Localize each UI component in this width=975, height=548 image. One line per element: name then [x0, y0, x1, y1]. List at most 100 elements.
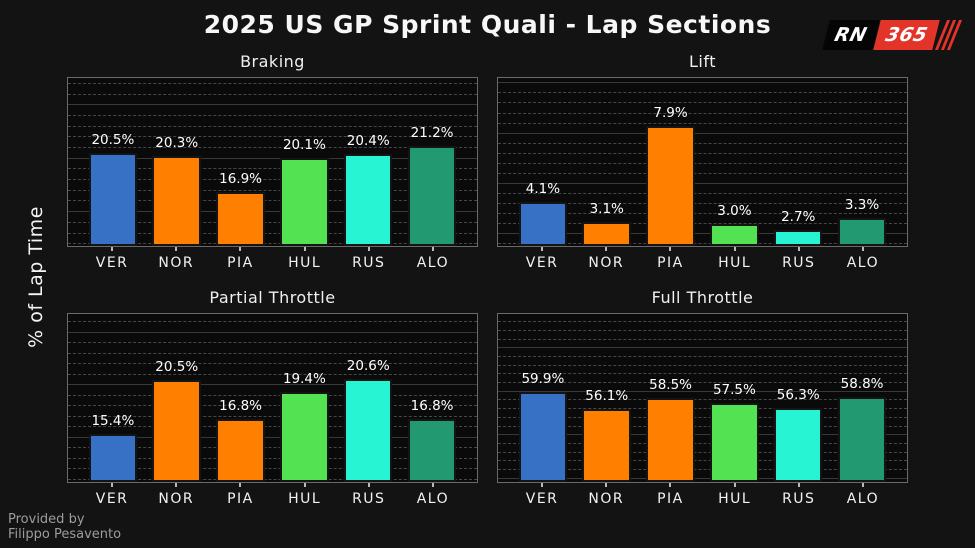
x-tick [367, 247, 370, 251]
bar-slot-pia: 16.9% [209, 78, 273, 246]
x-tick [175, 247, 178, 251]
minor-gridline [68, 415, 477, 417]
minor-gridline [68, 136, 477, 138]
driver-label-ver: VER [525, 491, 559, 507]
major-gridline [68, 104, 477, 106]
major-gridline [498, 434, 907, 436]
major-gridline [498, 347, 907, 349]
minor-gridline [498, 112, 907, 114]
x-tick [111, 483, 114, 487]
plot-area: 20.5% 20.3% 16.9% 20.1% 20.4% 21.2% [67, 77, 478, 247]
driver-label-nor: NOR [588, 255, 625, 271]
x-tick [541, 483, 544, 487]
driver-label-ver: VER [95, 491, 129, 507]
minor-gridline [68, 147, 477, 149]
bar-ver [518, 201, 568, 246]
minor-gridline [498, 451, 907, 453]
bar-rus [773, 229, 823, 246]
x-tick-slot [510, 483, 574, 488]
minor-gridline [68, 82, 477, 84]
x-tick [303, 483, 306, 487]
value-label-alo: 21.2% [410, 124, 454, 141]
minor-gridline [498, 408, 907, 410]
x-tick [111, 247, 114, 251]
value-label-rus: 20.4% [346, 133, 390, 150]
bar-slot-alo: 3.3% [830, 78, 894, 246]
bar-slot-rus: 2.7% [766, 78, 830, 246]
x-tick [431, 247, 434, 251]
bar-slot-ver: 4.1% [511, 78, 575, 246]
driver-label-rus: RUS [782, 255, 816, 271]
x-tick-slot [401, 483, 465, 488]
bar-slot-alo: 16.8% [400, 314, 464, 482]
driver-label-alo: ALO [416, 255, 450, 271]
value-label-hul: 19.4% [282, 370, 326, 387]
driver-label-ver: VER [525, 255, 559, 271]
minor-gridline [68, 405, 477, 407]
minor-gridline [498, 425, 907, 427]
x-tick [669, 247, 672, 251]
credit-text: Provided by Filippo Pesavento [8, 512, 121, 543]
x-tick-slot [767, 483, 831, 488]
minor-gridline [68, 363, 477, 365]
bar-alo [407, 145, 457, 246]
bar-slot-ver: 59.9% [511, 314, 575, 482]
value-label-rus: 2.7% [781, 208, 816, 225]
value-label-rus: 56.3% [776, 386, 820, 403]
x-tick-slot [80, 247, 144, 252]
x-tick [367, 483, 370, 487]
bar-alo [837, 217, 887, 246]
minor-gridline [498, 416, 907, 418]
minor-gridline [498, 382, 907, 384]
rn365-logo: RN 365 [822, 20, 963, 50]
driver-label-pia: PIA [657, 491, 684, 507]
x-labels-row: VER NOR PIA HUL RUS ALO [497, 255, 908, 271]
bar-slot-pia: 16.8% [209, 314, 273, 482]
value-label-alo: 58.8% [840, 376, 884, 392]
bars-container: 59.9% 56.1% 58.5% 57.5% 56.3% 58.8% [498, 314, 907, 482]
plot-area: 4.1% 3.1% 7.9% 3.0% 2.7% 3.3% [497, 77, 908, 247]
major-gridline [68, 211, 477, 213]
value-label-hul: 3.0% [717, 202, 752, 219]
bar-slot-rus: 20.4% [336, 78, 400, 246]
bar-hul [280, 391, 329, 482]
bars-container: 4.1% 3.1% 7.9% 3.0% 2.7% 3.3% [498, 78, 907, 246]
bar-rus [343, 154, 393, 246]
major-gridline [498, 132, 907, 134]
minor-gridline [68, 115, 477, 117]
x-tick [733, 483, 736, 487]
minor-gridline [68, 189, 477, 191]
minor-gridline [68, 426, 477, 428]
value-label-ver: 59.9% [521, 371, 565, 388]
x-tick-slot [80, 483, 144, 488]
driver-label-alo: ALO [416, 491, 450, 507]
bar-slot-nor: 20.3% [145, 78, 209, 246]
bar-ver [88, 153, 138, 246]
subplot-partial-throttle: Partial Throttle 15.4% 20.5% 16.8% 19.4% 20.… [67, 287, 478, 507]
bar-nor [152, 379, 201, 482]
major-gridline [68, 436, 477, 438]
x-tick-slot [144, 483, 208, 488]
x-tick-slot [574, 483, 638, 488]
bar-ver [88, 433, 138, 482]
minor-gridline [68, 478, 477, 480]
rn365-logo-rn-text: RN [832, 24, 870, 46]
value-label-nor: 20.3% [155, 134, 199, 151]
value-label-nor: 3.1% [589, 200, 624, 217]
x-tick [861, 247, 864, 251]
minor-gridline [68, 352, 477, 354]
rn365-logo-365-text: 365 [883, 24, 930, 46]
minor-gridline [498, 321, 907, 323]
x-labels-row: VER NOR PIA HUL RUS ALO [67, 491, 478, 507]
minor-gridline [498, 329, 907, 331]
subplot-title: Partial Throttle [209, 288, 336, 307]
x-tick-slot [510, 247, 574, 252]
minor-gridline [498, 102, 907, 104]
driver-label-hul: HUL [288, 491, 322, 507]
minor-gridline [498, 338, 907, 340]
value-label-alo: 3.3% [844, 196, 880, 213]
bar-nor [152, 155, 201, 246]
subplot-lift: Lift 4.1% 3.1% 7.9% 3.0% 2.7% 3.3% VER NOR PIA H… [497, 51, 908, 271]
minor-gridline [498, 355, 907, 357]
bar-slot-nor: 56.1% [575, 314, 639, 482]
